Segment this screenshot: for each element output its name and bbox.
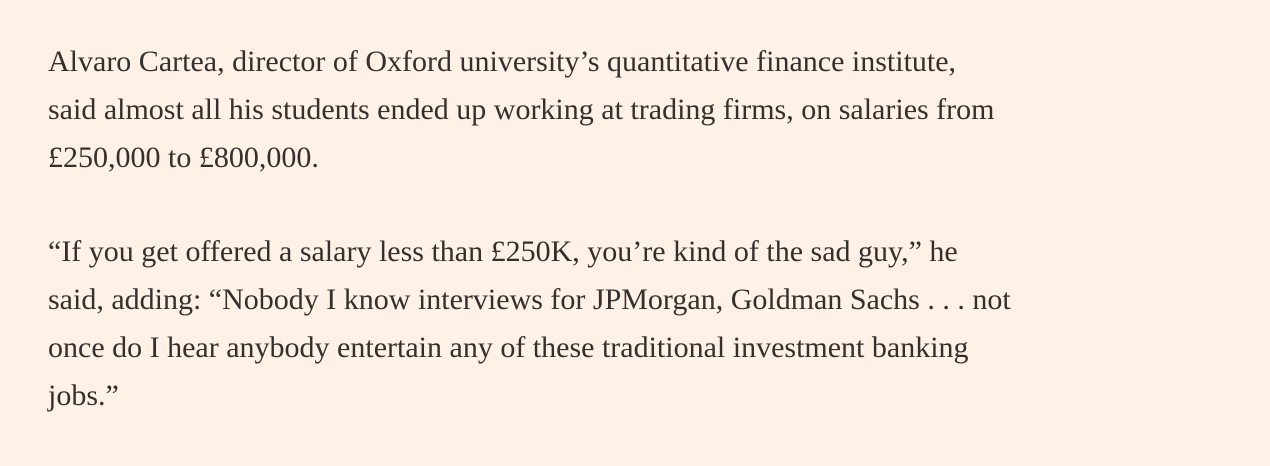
text-line: once do I hear anybody entertain any of … xyxy=(48,331,969,364)
text-line: said, adding: “Nobody I know interviews … xyxy=(48,283,1011,316)
text-line: jobs.” xyxy=(48,379,119,412)
text-line: said almost all his students ended up wo… xyxy=(48,93,995,126)
text-line: £250,000 to £800,000. xyxy=(48,141,319,174)
text-line: “If you get offered a salary less than £… xyxy=(48,235,958,268)
paragraph: “If you get offered a salary less than £… xyxy=(48,228,1248,420)
paragraph: Alvaro Cartea, director of Oxford univer… xyxy=(48,38,1248,182)
text-line: Alvaro Cartea, director of Oxford univer… xyxy=(48,45,957,78)
article-body: Alvaro Cartea, director of Oxford univer… xyxy=(48,38,1248,466)
